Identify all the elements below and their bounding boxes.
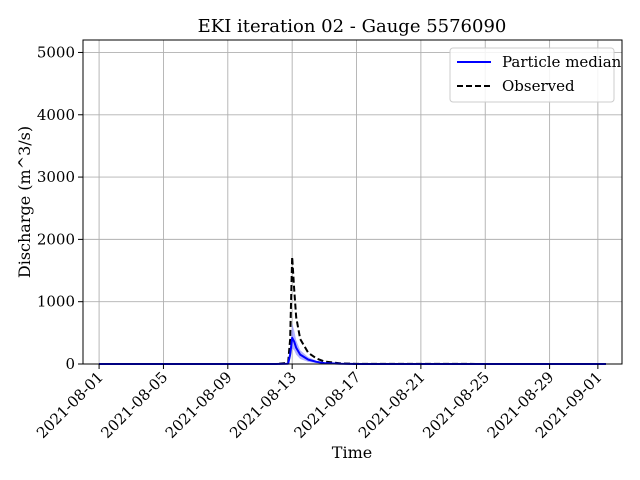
y-tick-label: 1000 <box>37 293 75 311</box>
legend-observed-label: Observed <box>502 77 575 95</box>
y-tick-label: 5000 <box>37 43 75 61</box>
y-tick-label: 3000 <box>37 168 75 186</box>
y-axis-ticks: 0 1000 2000 3000 4000 5000 <box>37 43 83 373</box>
y-tick-label: 0 <box>65 355 75 373</box>
legend-median-label: Particle median <box>502 53 622 71</box>
y-tick-label: 4000 <box>37 106 75 124</box>
plot-frame <box>82 39 623 365</box>
x-axis-label: Time <box>332 443 372 462</box>
chart-title: EKI iteration 02 - Gauge 5576090 <box>198 16 507 37</box>
y-tick-label: 2000 <box>37 230 75 248</box>
y-axis-label: Discharge (m^3/s) <box>15 126 34 278</box>
legend: Particle median Observed <box>449 47 622 103</box>
